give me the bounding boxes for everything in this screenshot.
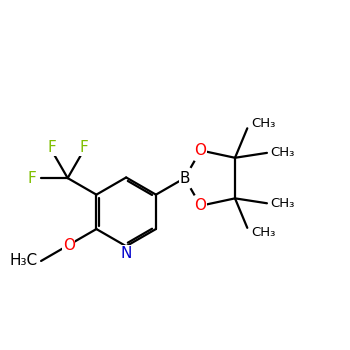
Text: H₃C: H₃C xyxy=(9,253,37,268)
Text: O: O xyxy=(195,143,206,158)
Text: CH₃: CH₃ xyxy=(271,197,295,210)
Text: O: O xyxy=(63,238,75,252)
Text: F: F xyxy=(47,140,56,155)
Text: O: O xyxy=(195,198,206,213)
Text: N: N xyxy=(120,246,132,261)
Text: B: B xyxy=(180,170,190,186)
Text: CH₃: CH₃ xyxy=(251,117,275,130)
Text: CH₃: CH₃ xyxy=(251,226,275,239)
Text: F: F xyxy=(79,140,88,155)
Text: CH₃: CH₃ xyxy=(271,146,295,159)
Text: F: F xyxy=(28,170,36,186)
